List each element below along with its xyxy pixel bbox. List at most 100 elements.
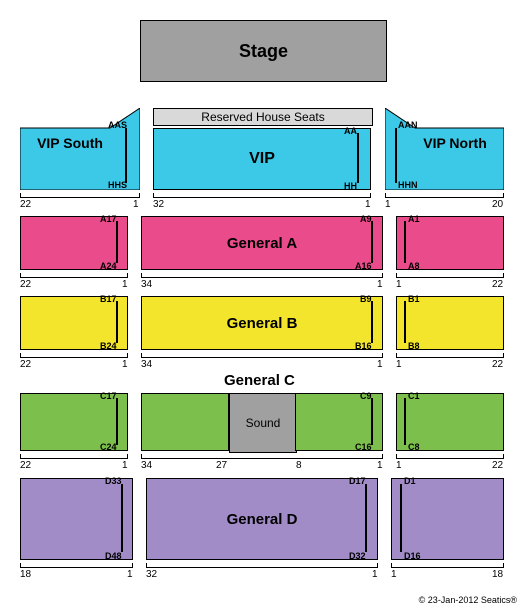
gen-d-left <box>20 478 133 560</box>
gen-c-center-rowbar <box>371 398 373 445</box>
gen-d-left-seat-l: 18 <box>20 569 31 580</box>
gen-d-center-row-top: D17 <box>349 476 366 486</box>
vip-north-seat-l: 1 <box>385 199 391 210</box>
gen-c-right-floor <box>396 458 504 459</box>
gen-d-right-floor <box>391 567 504 568</box>
gen-c-right-rowbar <box>404 398 406 445</box>
gen-d-center-row-bot: D32 <box>349 551 366 561</box>
vip-center: VIP <box>153 128 371 190</box>
gen-b-right-rowbar <box>404 301 406 343</box>
gen-d-right <box>391 478 504 560</box>
vip-south-row-bot: HHS <box>108 180 127 190</box>
gen-a-center-label: General A <box>227 235 297 252</box>
gen-a-right-seat-l: 1 <box>396 279 402 290</box>
gen-c-center-row-bot: C16 <box>355 442 372 452</box>
gen-d-center-rowbar <box>365 484 367 552</box>
gen-c-left-seat-r: 1 <box>122 460 128 471</box>
gen-d-right-rowbar <box>400 484 402 552</box>
gen-c-center-left <box>141 393 229 451</box>
gen-b-center-rowbar <box>371 301 373 343</box>
gen-a-right-row-bot: A8 <box>408 261 420 271</box>
vip-south-label: VIP South <box>35 135 105 151</box>
gen-c-center-seat-il: 27 <box>216 460 227 471</box>
reserved-house-seats: Reserved House Seats <box>153 108 373 126</box>
gen-b-right-seat-l: 1 <box>396 359 402 370</box>
gen-a-right-floor <box>396 277 504 278</box>
gen-c-center-floor <box>141 458 383 459</box>
gen-b-right-row-top: B1 <box>408 294 420 304</box>
gen-c-right-row-top: C1 <box>408 391 420 401</box>
gen-b-center-seat-r: 1 <box>377 359 383 370</box>
vip-center-rowbar <box>357 133 359 183</box>
gen-d-center-seat-l: 32 <box>146 569 157 580</box>
gen-b-left-seat-l: 22 <box>20 359 31 370</box>
gen-b-right-floor <box>396 357 504 358</box>
vip-south-seat-r: 1 <box>133 199 139 210</box>
gen-c-right-seat-r: 22 <box>492 460 503 471</box>
gen-a-left-row-top: A17 <box>100 214 117 224</box>
sound-label: Sound <box>246 416 281 430</box>
vip-north-label: VIP North <box>420 135 490 151</box>
gen-a-center-rowbar <box>371 221 373 263</box>
gen-d-left-row-bot: D48 <box>105 551 122 561</box>
gen-a-left-seat-r: 1 <box>122 279 128 290</box>
sound-booth: Sound <box>229 393 297 453</box>
gen-a-center-row-bot: A16 <box>355 261 372 271</box>
gen-c-center-row-top: C9 <box>360 391 372 401</box>
gen-d-center-label: General D <box>227 511 298 528</box>
gen-c-left-seat-l: 22 <box>20 460 31 471</box>
gen-b-center-seat-l: 34 <box>141 359 152 370</box>
gen-c-left-rowbar <box>116 398 118 445</box>
vip-north-floor <box>385 197 504 198</box>
gen-d-right-seat-l: 1 <box>391 569 397 580</box>
gen-d-left-floor <box>20 567 133 568</box>
gen-b-left-row-bot: B24 <box>100 341 117 351</box>
gen-b-center-label: General B <box>227 315 298 332</box>
vip-south-floor <box>20 197 140 198</box>
stage-label: Stage <box>239 41 288 62</box>
gen-a-right-seat-r: 22 <box>492 279 503 290</box>
gen-d-center-floor <box>146 567 378 568</box>
gen-c-right-seat-l: 1 <box>396 460 402 471</box>
gen-b-left-floor <box>20 357 128 358</box>
gen-c-center-seat-r: 1 <box>377 460 383 471</box>
vip-center-seat-r: 1 <box>365 199 371 210</box>
gen-a-center: General A <box>141 216 383 270</box>
reserved-label: Reserved House Seats <box>201 110 324 124</box>
gen-c-center-seat-ir: 8 <box>296 460 302 471</box>
gen-a-left-floor <box>20 277 128 278</box>
gen-c-left-row-bot: C24 <box>100 442 117 452</box>
gen-b-center: General B <box>141 296 383 350</box>
vip-south-row-top: AAS <box>108 120 127 130</box>
vip-north-seat-r: 20 <box>492 199 503 210</box>
gen-a-center-seat-l: 34 <box>141 279 152 290</box>
stage: Stage <box>140 20 387 82</box>
gen-b-left-rowbar <box>116 301 118 343</box>
vip-center-floor <box>153 197 371 198</box>
gen-d-right-seat-r: 18 <box>492 569 503 580</box>
vip-north-row-bot: HHN <box>398 180 418 190</box>
gen-b-right-row-bot: B8 <box>408 341 420 351</box>
vip-center-label: VIP <box>249 150 275 168</box>
vip-center-row-bot: HH <box>344 181 357 191</box>
gen-a-right-row-top: A1 <box>408 214 420 224</box>
gen-b-left-row-top: B17 <box>100 294 117 304</box>
gen-d-center: General D <box>146 478 378 560</box>
vip-south-seat-l: 22 <box>20 199 31 210</box>
gen-c-right-row-bot: C8 <box>408 442 420 452</box>
gen-a-left-rowbar <box>116 221 118 263</box>
gen-a-left-row-bot: A24 <box>100 261 117 271</box>
vip-center-seat-l: 32 <box>153 199 164 210</box>
gen-b-center-row-top: B9 <box>360 294 372 304</box>
gen-a-center-seat-r: 1 <box>377 279 383 290</box>
gen-b-center-row-bot: B16 <box>355 341 372 351</box>
gen-d-right-row-bot: D16 <box>404 551 421 561</box>
vip-south-rowbar <box>125 128 127 183</box>
gen-a-left-seat-l: 22 <box>20 279 31 290</box>
gen-d-left-rowbar <box>121 484 123 552</box>
vip-north-rowbar <box>395 128 397 183</box>
vip-center-row-top: AA <box>344 126 357 136</box>
gen-d-left-row-top: D33 <box>105 476 122 486</box>
gen-c-title: General C <box>224 372 295 389</box>
gen-a-center-floor <box>141 277 383 278</box>
